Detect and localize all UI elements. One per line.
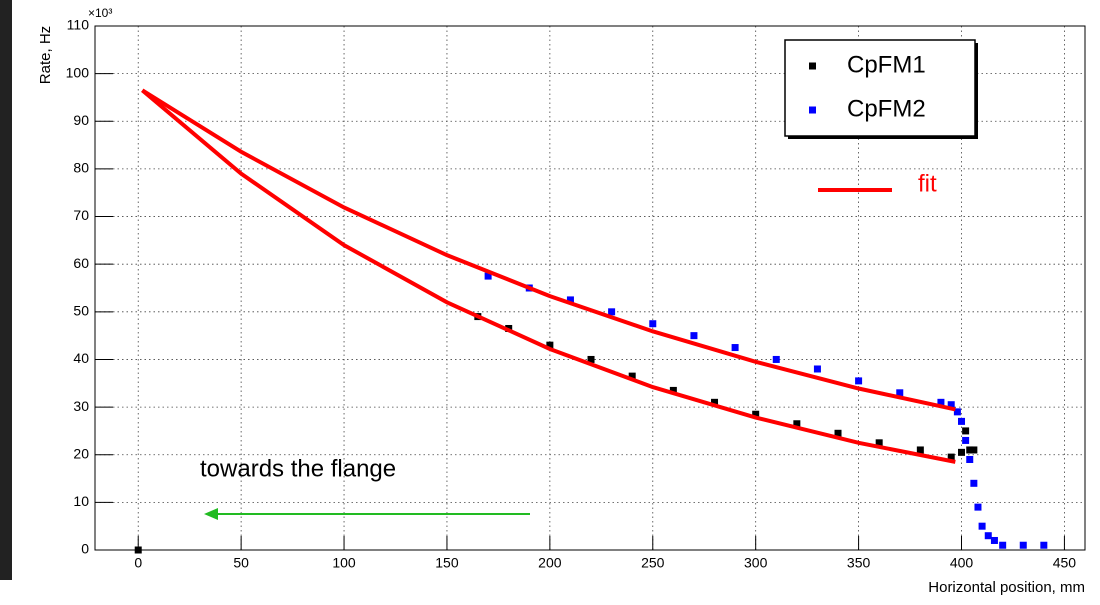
fit-curve <box>141 88 956 464</box>
y-tick-label: 10 <box>73 493 89 509</box>
data-point <box>855 377 863 385</box>
data-point <box>999 541 1007 549</box>
legend-shadow <box>975 43 978 139</box>
x-tick-label: 450 <box>1053 555 1077 571</box>
data-point <box>628 372 636 380</box>
x-tick-label: 200 <box>538 555 562 571</box>
y-tick-label: 110 <box>67 17 90 33</box>
y-tick-label: 90 <box>73 112 89 128</box>
data-point <box>608 308 616 316</box>
y-axis-label: Rate, Hz <box>37 26 54 84</box>
data-point <box>970 479 978 487</box>
x-tick-label: 250 <box>641 555 665 571</box>
x-tick-label: 400 <box>950 555 974 571</box>
data-point <box>566 296 574 304</box>
x-tick-label: 50 <box>233 555 249 571</box>
data-point <box>962 427 970 435</box>
y-tick-label: 20 <box>73 445 89 461</box>
data-point <box>966 455 974 463</box>
data-point <box>958 448 966 456</box>
data-point <box>966 446 974 454</box>
y-tick-label: 50 <box>73 303 89 319</box>
x-axis-label: Horizontal position, mm <box>928 579 1085 596</box>
y-tick-label: 80 <box>73 160 89 176</box>
legend-shadow <box>788 136 978 139</box>
y-tick-label: 30 <box>73 398 89 414</box>
data-point <box>1040 541 1048 549</box>
y-tick-label: 60 <box>73 255 89 271</box>
data-point <box>970 446 978 454</box>
x-tick-label: 350 <box>847 555 871 571</box>
data-point <box>974 503 982 511</box>
x-tick-label: 300 <box>744 555 768 571</box>
data-point <box>752 410 760 418</box>
fit-curve <box>141 88 956 412</box>
data-point <box>772 355 780 363</box>
data-point <box>134 546 142 554</box>
legend-box <box>784 39 976 137</box>
arrow-head <box>204 508 218 520</box>
data-point <box>669 386 677 394</box>
data-point <box>834 429 842 437</box>
data-point <box>947 401 955 409</box>
data-point <box>947 453 955 461</box>
data-point <box>546 341 554 349</box>
y-multiplier: ×10³ <box>88 6 112 20</box>
legend-label: CpFM2 <box>847 95 926 122</box>
data-point <box>813 365 821 373</box>
data-point <box>984 532 992 540</box>
background-strip <box>0 0 12 580</box>
x-tick-label: 150 <box>435 555 459 571</box>
data-point <box>690 332 698 340</box>
data-point <box>990 536 998 544</box>
data-point <box>587 355 595 363</box>
data-point <box>1019 541 1027 549</box>
legend-label: CpFM1 <box>847 51 926 78</box>
data-point <box>962 436 970 444</box>
y-tick-label: 100 <box>66 64 90 80</box>
data-point <box>731 344 739 352</box>
y-tick-label: 40 <box>73 350 89 366</box>
legend: CpFM1 CpFM2 <box>784 39 978 139</box>
data-point <box>916 446 924 454</box>
data-point <box>484 272 492 280</box>
legend-marker <box>809 106 816 114</box>
data-point <box>875 439 883 447</box>
x-tick-label: 100 <box>332 555 356 571</box>
data-point <box>978 522 986 530</box>
x-tick-label: 0 <box>134 555 142 571</box>
fit-label: fit <box>918 170 937 197</box>
legend-marker <box>809 62 816 70</box>
data-point <box>937 398 945 406</box>
plot-frame <box>94 25 1086 551</box>
data-point <box>896 389 904 397</box>
annotation: towards the flange <box>200 455 396 482</box>
y-tick-label: 70 <box>73 207 89 223</box>
data-point <box>793 420 801 428</box>
data-point <box>711 398 719 406</box>
y-tick-label: 0 <box>81 541 89 557</box>
data-point <box>958 417 966 425</box>
data-point <box>649 320 657 328</box>
data-point <box>953 408 961 416</box>
